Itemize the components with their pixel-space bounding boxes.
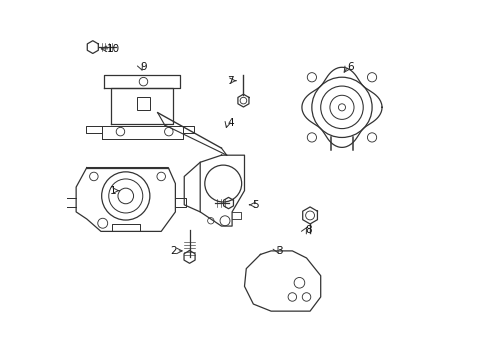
Text: 1: 1 — [110, 186, 117, 195]
Text: 10: 10 — [106, 44, 120, 54]
Text: 8: 8 — [305, 225, 311, 235]
Text: 4: 4 — [226, 118, 233, 128]
Text: 3: 3 — [276, 246, 283, 256]
Text: 5: 5 — [251, 200, 258, 210]
Text: 9: 9 — [140, 62, 146, 72]
Text: 7: 7 — [226, 76, 233, 86]
Text: 2: 2 — [170, 246, 177, 256]
Bar — [137, 97, 149, 109]
Text: 6: 6 — [347, 62, 353, 72]
